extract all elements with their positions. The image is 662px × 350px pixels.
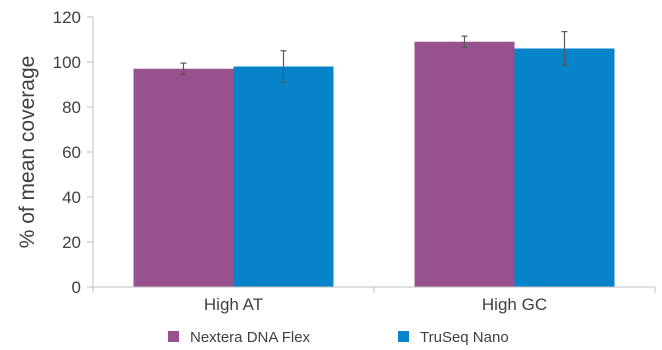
legend-label: Nextera DNA Flex [190,329,311,346]
x-category-label: High GC [482,295,547,314]
x-category-label: High AT [204,295,263,314]
legend-swatch [168,331,179,342]
y-tick-label: 120 [53,8,81,27]
y-tick-label: 60 [62,143,81,162]
legend-label: TruSeq Nano [420,329,509,346]
error-bars [180,31,568,83]
bar-truseq-nano-high-gc [514,48,615,287]
x-axis-labels: High AT High GC [92,287,656,314]
y-tick-label: 100 [53,53,81,72]
legend: Nextera DNA Flex TruSeq Nano [168,329,509,346]
y-axis-ticks: 0 20 40 60 80 100 120 [53,8,93,297]
y-tick-label: 80 [62,98,81,117]
y-tick-label: 20 [62,233,81,252]
y-tick-label: 40 [62,188,81,207]
bar-nextera-dna-flex-high-at [133,68,234,287]
y-tick-label: 0 [72,278,81,297]
bar-nextera-dna-flex-high-gc [414,41,515,287]
bars [133,41,615,287]
bar-truseq-nano-high-at [233,66,334,287]
legend-swatch [398,331,409,342]
y-axis-title: % of mean coverage [16,56,39,249]
